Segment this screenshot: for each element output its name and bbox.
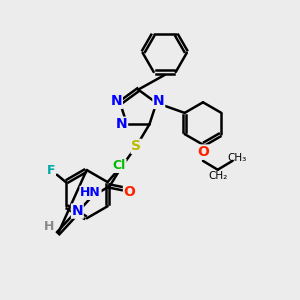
Text: N: N	[71, 204, 83, 218]
Text: H: H	[44, 220, 55, 233]
Text: O: O	[197, 145, 209, 159]
Text: N: N	[111, 94, 122, 108]
Text: CH₂: CH₂	[208, 171, 227, 181]
Text: N: N	[153, 94, 165, 108]
Text: S: S	[131, 139, 141, 153]
Text: HN: HN	[80, 186, 101, 200]
Text: O: O	[124, 185, 135, 199]
Text: N: N	[116, 117, 127, 131]
Text: F: F	[47, 164, 55, 177]
Text: Cl: Cl	[113, 159, 126, 172]
Text: CH₃: CH₃	[227, 153, 247, 163]
